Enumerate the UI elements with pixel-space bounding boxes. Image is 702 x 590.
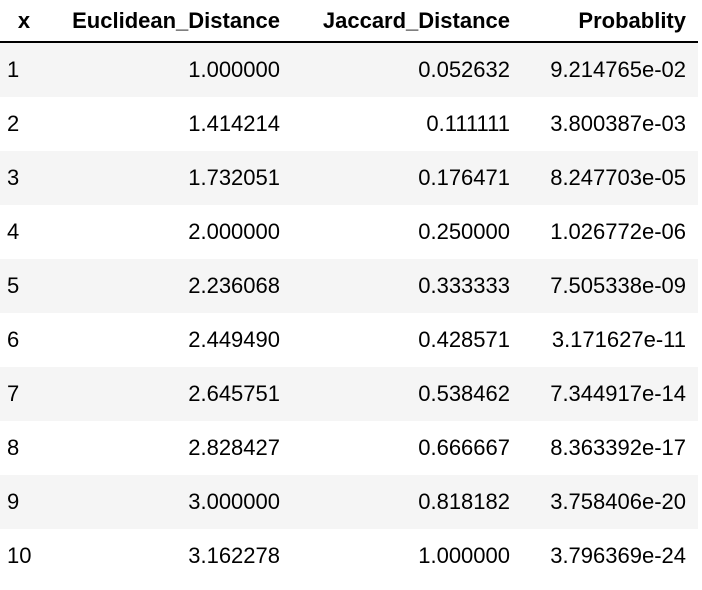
header-row: x Euclidean_Distance Jaccard_Distance Pr…	[0, 0, 698, 43]
cell-probablity: 3.796369e-24	[522, 529, 698, 583]
cell-euclidean-distance: 2.828427	[48, 421, 292, 475]
cell-x: 5	[0, 259, 48, 313]
cell-x: 3	[0, 151, 48, 205]
cell-x: 6	[0, 313, 48, 367]
table-row: 5 2.236068 0.333333 7.505338e-09	[0, 259, 698, 313]
cell-euclidean-distance: 2.236068	[48, 259, 292, 313]
table-row: 9 3.000000 0.818182 3.758406e-20	[0, 475, 698, 529]
table-body: 1 1.000000 0.052632 9.214765e-02 2 1.414…	[0, 42, 698, 583]
cell-x: 7	[0, 367, 48, 421]
cell-euclidean-distance: 2.000000	[48, 205, 292, 259]
cell-probablity: 3.758406e-20	[522, 475, 698, 529]
cell-jaccard-distance: 0.538462	[292, 367, 522, 421]
cell-probablity: 7.344917e-14	[522, 367, 698, 421]
cell-jaccard-distance: 0.428571	[292, 313, 522, 367]
cell-x: 8	[0, 421, 48, 475]
table-row: 4 2.000000 0.250000 1.026772e-06	[0, 205, 698, 259]
cell-euclidean-distance: 2.449490	[48, 313, 292, 367]
table-row: 8 2.828427 0.666667 8.363392e-17	[0, 421, 698, 475]
cell-x: 4	[0, 205, 48, 259]
cell-euclidean-distance: 1.000000	[48, 42, 292, 97]
cell-probablity: 1.026772e-06	[522, 205, 698, 259]
table-row: 6 2.449490 0.428571 3.171627e-11	[0, 313, 698, 367]
cell-euclidean-distance: 3.162278	[48, 529, 292, 583]
cell-jaccard-distance: 0.250000	[292, 205, 522, 259]
cell-euclidean-distance: 1.732051	[48, 151, 292, 205]
cell-x: 2	[0, 97, 48, 151]
table-row: 7 2.645751 0.538462 7.344917e-14	[0, 367, 698, 421]
cell-euclidean-distance: 3.000000	[48, 475, 292, 529]
column-header-jaccard-distance: Jaccard_Distance	[292, 0, 522, 43]
cell-probablity: 3.171627e-11	[522, 313, 698, 367]
table-row: 1 1.000000 0.052632 9.214765e-02	[0, 42, 698, 97]
cell-probablity: 9.214765e-02	[522, 42, 698, 97]
cell-x: 10	[0, 529, 48, 583]
cell-x: 1	[0, 42, 48, 97]
cell-probablity: 7.505338e-09	[522, 259, 698, 313]
cell-probablity: 8.363392e-17	[522, 421, 698, 475]
cell-x: 9	[0, 475, 48, 529]
cell-euclidean-distance: 2.645751	[48, 367, 292, 421]
table-row: 2 1.414214 0.111111 3.800387e-03	[0, 97, 698, 151]
column-header-euclidean-distance: Euclidean_Distance	[48, 0, 292, 43]
table-row: 10 3.162278 1.000000 3.796369e-24	[0, 529, 698, 583]
cell-jaccard-distance: 1.000000	[292, 529, 522, 583]
cell-probablity: 8.247703e-05	[522, 151, 698, 205]
table-header: x Euclidean_Distance Jaccard_Distance Pr…	[0, 0, 698, 43]
cell-jaccard-distance: 0.333333	[292, 259, 522, 313]
column-header-probablity: Probablity	[522, 0, 698, 43]
cell-jaccard-distance: 0.111111	[292, 97, 522, 151]
table-row: 3 1.732051 0.176471 8.247703e-05	[0, 151, 698, 205]
cell-jaccard-distance: 0.176471	[292, 151, 522, 205]
column-header-x: x	[0, 0, 48, 43]
cell-probablity: 3.800387e-03	[522, 97, 698, 151]
cell-jaccard-distance: 0.818182	[292, 475, 522, 529]
cell-jaccard-distance: 0.666667	[292, 421, 522, 475]
cell-euclidean-distance: 1.414214	[48, 97, 292, 151]
cell-jaccard-distance: 0.052632	[292, 42, 522, 97]
